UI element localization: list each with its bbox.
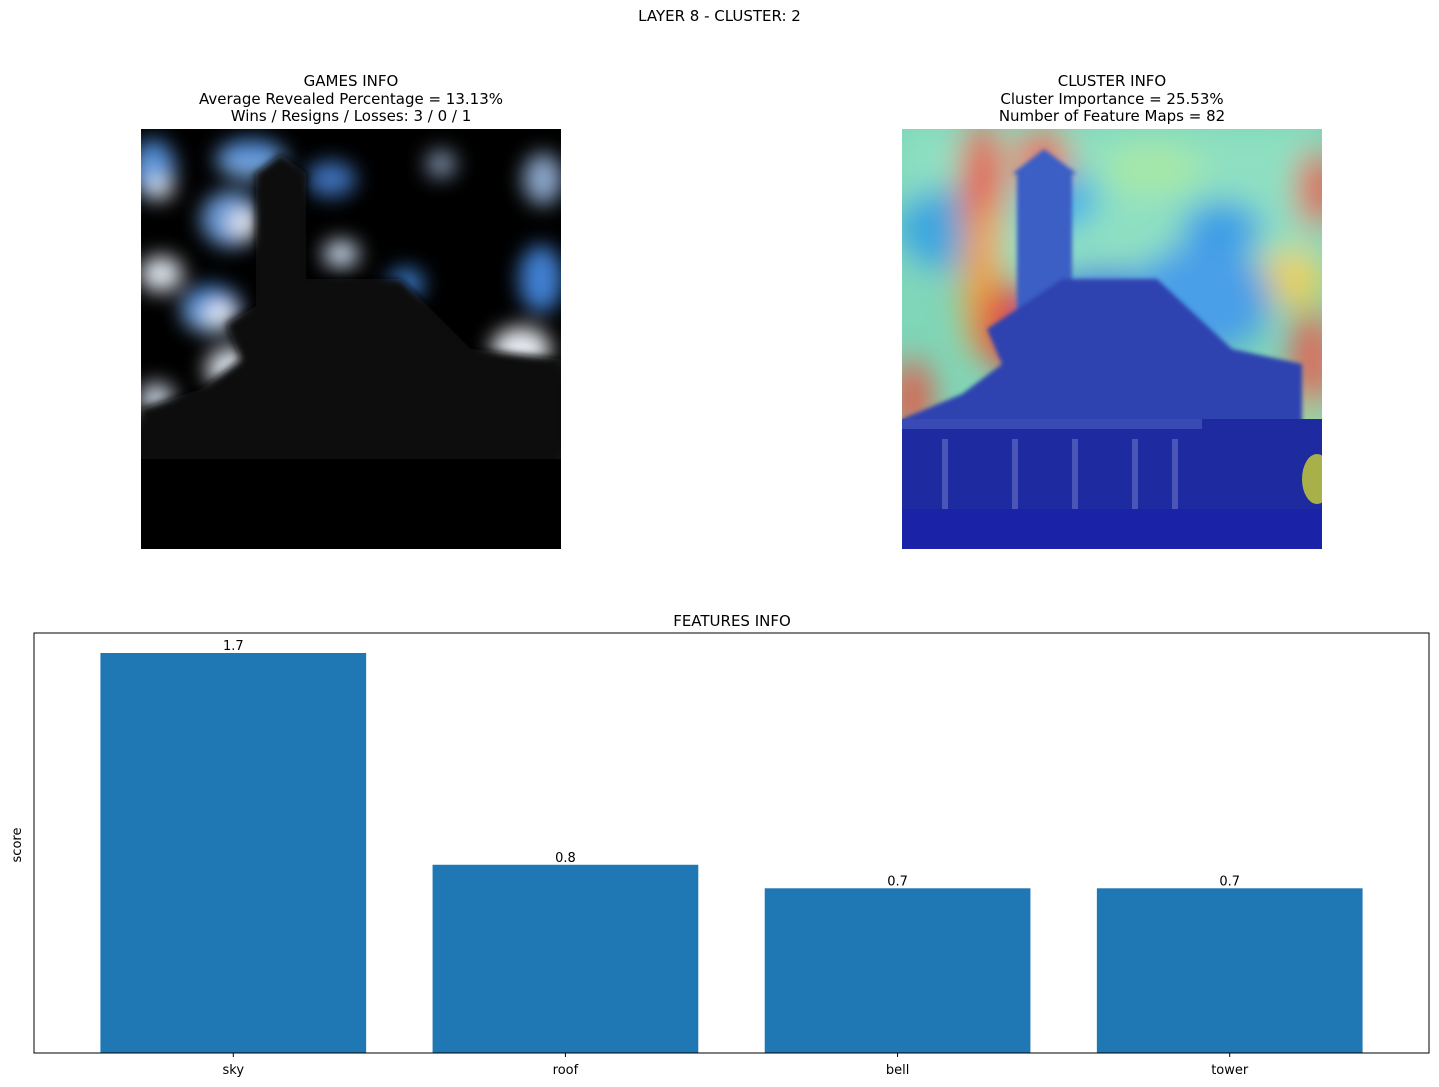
bar-value-label-bell: 0.7 <box>887 874 908 889</box>
x-tick-label-bell: bell <box>886 1063 909 1078</box>
plot-frame <box>33 632 1430 1054</box>
cluster-heatmap-image <box>902 129 1322 549</box>
figure-suptitle: LAYER 8 - CLUSTER: 2 <box>638 7 801 25</box>
bar-value-label-sky: 1.7 <box>223 639 244 654</box>
bar-tower <box>1096 888 1363 1053</box>
revealed-percentage-text: Average Revealed Percentage = 13.13% <box>198 89 503 108</box>
bar-value-label-tower: 0.7 <box>1219 874 1240 889</box>
x-tick-label-sky: sky <box>223 1063 245 1078</box>
chart-title: FEATURES INFO <box>673 612 791 630</box>
games-info-title: GAMES INFO <box>303 72 399 90</box>
masked-church-image <box>141 129 561 549</box>
cluster-info-title-block: CLUSTER INFO Cluster Importance = 25.53%… <box>902 72 1322 126</box>
bar-sky <box>100 653 367 1053</box>
feature-maps-count-text: Number of Feature Maps = 82 <box>998 107 1226 125</box>
x-tick-label-roof: roof <box>553 1063 579 1078</box>
bar-roof <box>432 864 699 1053</box>
bar-value-label-roof: 0.8 <box>555 851 576 866</box>
games-info-title-block: GAMES INFO Average Revealed Percentage =… <box>141 72 561 126</box>
x-tick-label-tower: tower <box>1211 1063 1249 1078</box>
cluster-info-title: CLUSTER INFO <box>1057 72 1167 90</box>
bar-bell <box>764 888 1031 1053</box>
cluster-importance-text: Cluster Importance = 25.53% <box>1000 89 1224 108</box>
wins-resigns-losses-text: Wins / Resigns / Losses: 3 / 0 / 1 <box>230 107 472 125</box>
y-axis-label: score <box>10 828 25 863</box>
bars-group: 1.7 sky 0.8 roof 0.7 bell 0.7 tower <box>100 639 1363 1078</box>
